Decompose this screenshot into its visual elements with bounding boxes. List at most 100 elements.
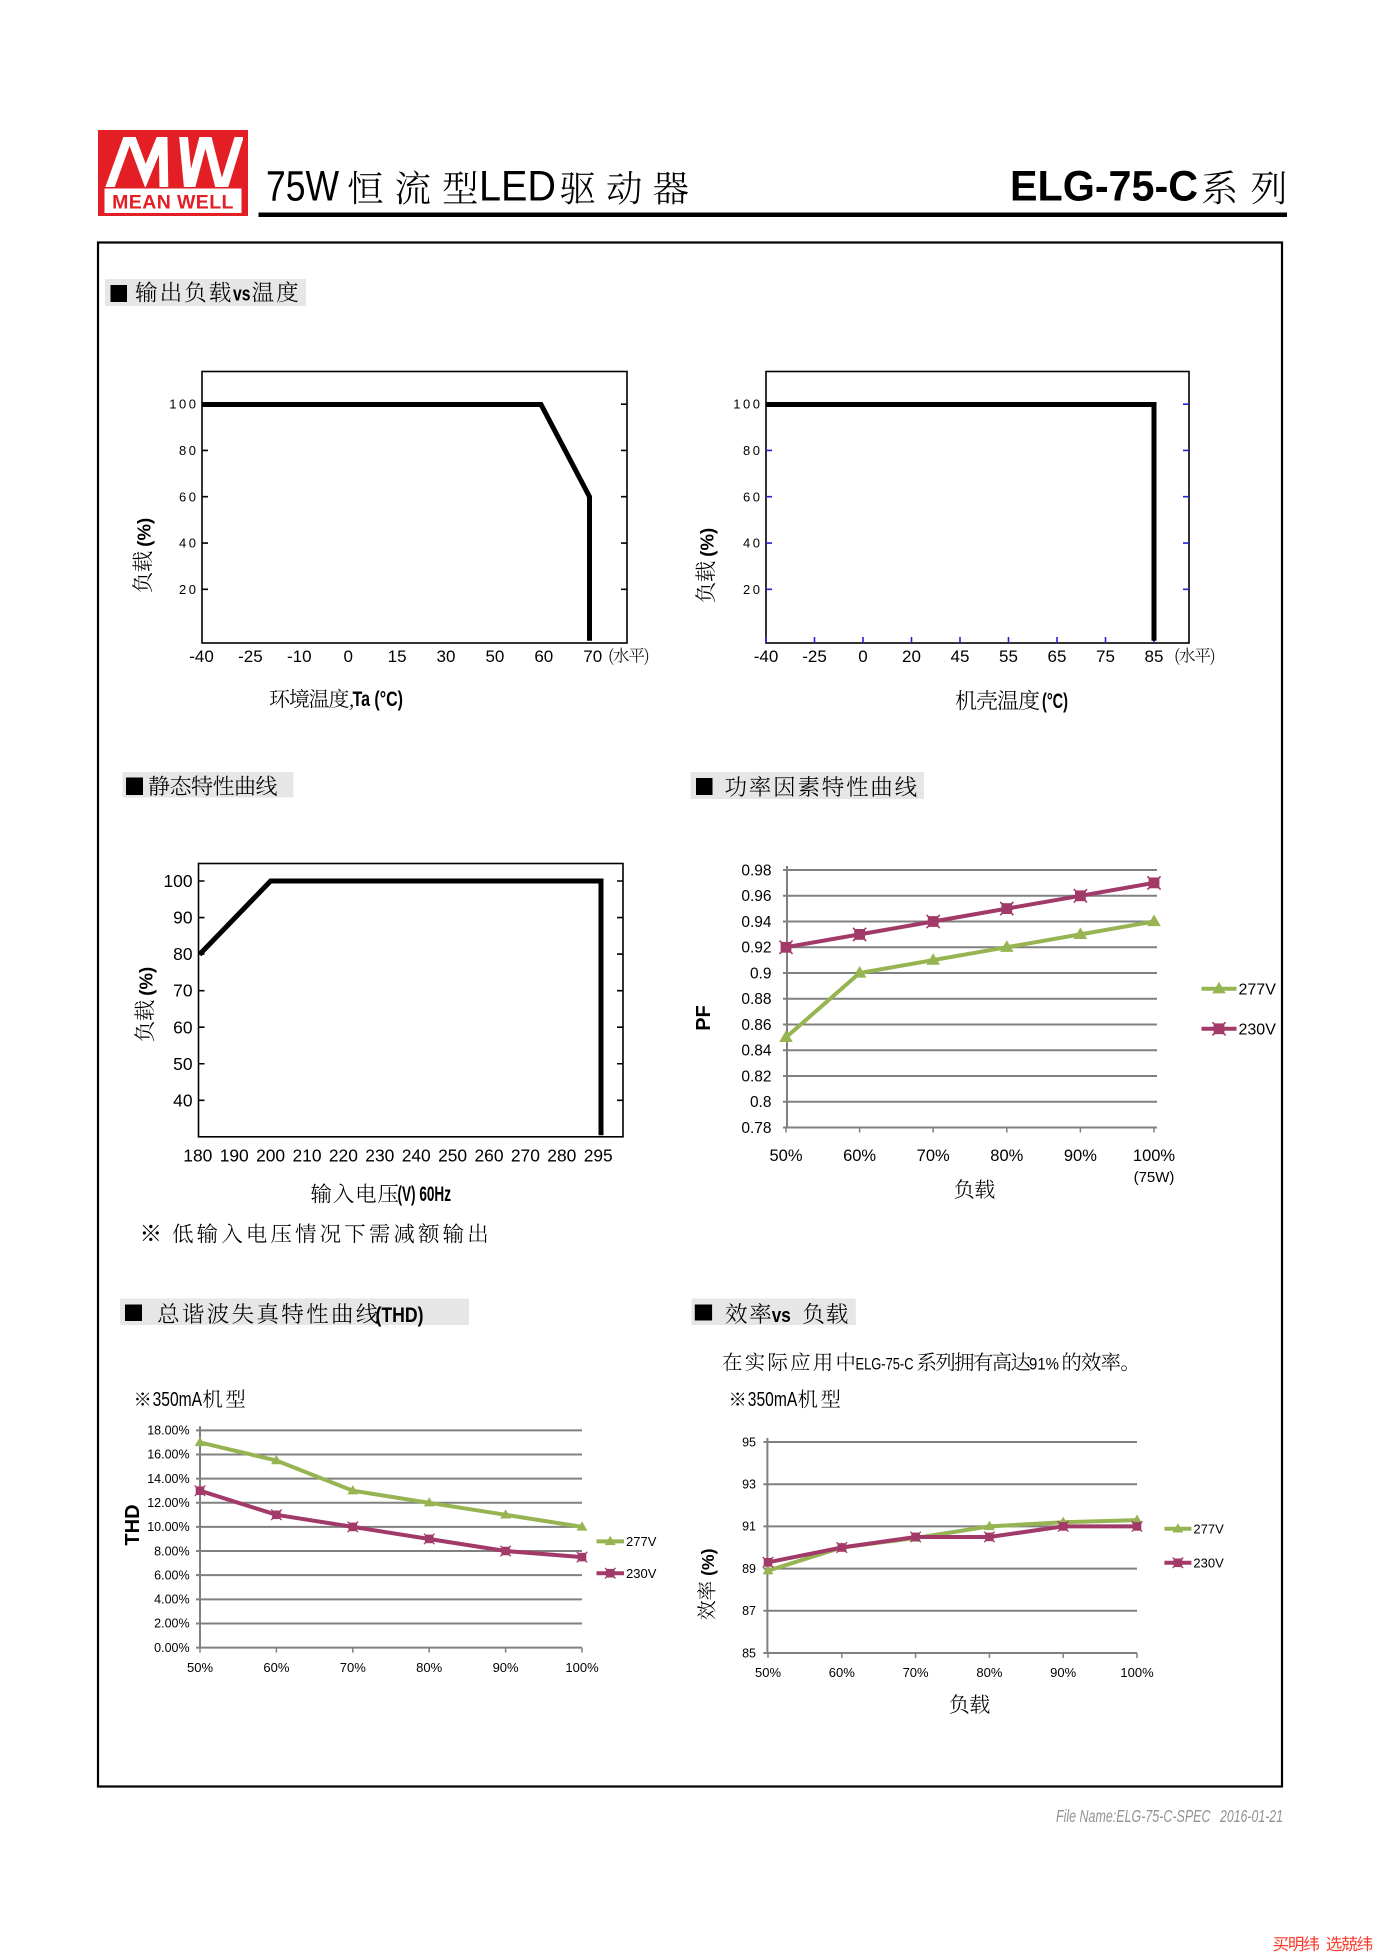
svg-text:80%: 80% (976, 1665, 1002, 1680)
svg-text:vs: vs (772, 1305, 791, 1327)
svg-text:100: 100 (169, 397, 198, 412)
svg-text:240: 240 (402, 1146, 431, 1166)
svg-text:80: 80 (173, 944, 192, 964)
svg-text:50%: 50% (769, 1147, 802, 1165)
svg-text:180: 180 (183, 1146, 212, 1166)
svg-text:vs: vs (233, 284, 251, 306)
svg-text:(°C): (°C) (1042, 689, 1068, 713)
svg-text:20: 20 (179, 582, 198, 597)
svg-text:20: 20 (902, 647, 921, 666)
svg-text:90%: 90% (1064, 1147, 1097, 1165)
svg-text:80: 80 (743, 443, 762, 458)
svg-text:PF: PF (693, 1005, 715, 1031)
svg-text:100%: 100% (1120, 1665, 1154, 1680)
svg-text:0.00%: 0.00% (154, 1641, 189, 1655)
svg-text:91%: 91% (1029, 1356, 1059, 1374)
svg-text:12.00%: 12.00% (147, 1496, 189, 1510)
svg-text:80: 80 (179, 443, 198, 458)
svg-text:14.00%: 14.00% (147, 1472, 189, 1486)
svg-text:100%: 100% (1133, 1147, 1176, 1165)
svg-text:350mA: 350mA (748, 1388, 798, 1411)
svg-text:ELG-75-C: ELG-75-C (1010, 163, 1198, 211)
svg-text:55: 55 (999, 647, 1018, 666)
svg-text:230V: 230V (626, 1566, 657, 1581)
svg-text:90%: 90% (1050, 1665, 1076, 1680)
svg-text:THD: THD (122, 1504, 144, 1545)
svg-text:-25: -25 (238, 647, 263, 666)
svg-text:75W: 75W (266, 163, 339, 211)
svg-text:60%: 60% (843, 1147, 876, 1165)
svg-text:60: 60 (179, 489, 198, 504)
svg-text:50: 50 (485, 647, 504, 666)
svg-text:85: 85 (742, 1646, 756, 1660)
svg-text:-40: -40 (189, 647, 214, 666)
svg-text:350mA: 350mA (153, 1388, 203, 1411)
svg-text:0.94: 0.94 (741, 914, 772, 931)
svg-text:90%: 90% (493, 1660, 519, 1675)
svg-text:270: 270 (511, 1146, 540, 1166)
svg-text:70%: 70% (340, 1660, 366, 1675)
svg-text:60: 60 (534, 647, 553, 666)
svg-text:20: 20 (743, 582, 762, 597)
svg-text:89: 89 (742, 1562, 756, 1576)
svg-text:0.84: 0.84 (741, 1043, 772, 1060)
svg-text:93: 93 (742, 1477, 756, 1491)
svg-text:0: 0 (858, 647, 867, 666)
svg-text:200: 200 (256, 1146, 285, 1166)
svg-text:87: 87 (742, 1604, 756, 1618)
svg-text:40: 40 (179, 536, 198, 551)
svg-text:0.92: 0.92 (741, 940, 771, 957)
svg-text:10.00%: 10.00% (147, 1520, 189, 1534)
svg-text:40: 40 (173, 1090, 192, 1110)
svg-text:-25: -25 (802, 647, 827, 666)
svg-text:230V: 230V (1239, 1022, 1277, 1039)
svg-text:91: 91 (742, 1520, 756, 1534)
svg-text:(%): (%) (133, 518, 154, 547)
svg-text:100: 100 (163, 871, 192, 891)
svg-text:0.82: 0.82 (741, 1068, 771, 1085)
svg-text:2016-01-21: 2016-01-21 (1219, 1806, 1283, 1826)
svg-text:90: 90 (173, 908, 192, 928)
svg-text:70%: 70% (903, 1665, 929, 1680)
svg-text:50%: 50% (187, 1660, 213, 1675)
svg-text:60%: 60% (829, 1665, 855, 1680)
svg-text:50%: 50% (755, 1665, 781, 1680)
svg-text:0.8: 0.8 (750, 1094, 772, 1111)
svg-text:230V: 230V (1193, 1555, 1224, 1570)
svg-text:230: 230 (365, 1146, 394, 1166)
svg-text:18.00%: 18.00% (147, 1424, 189, 1438)
svg-text:70: 70 (583, 647, 602, 666)
svg-text:45: 45 (951, 647, 970, 666)
svg-text:80%: 80% (416, 1660, 442, 1675)
svg-text:295: 295 (584, 1146, 613, 1166)
svg-text:-10: -10 (287, 647, 312, 666)
svg-text:85: 85 (1145, 647, 1164, 666)
svg-text:(THD): (THD) (376, 1303, 424, 1327)
svg-text:(%): (%) (135, 967, 156, 996)
svg-text:(%): (%) (696, 528, 717, 557)
svg-text:-40: -40 (754, 647, 779, 666)
svg-text:100: 100 (733, 397, 762, 412)
svg-text:75: 75 (1096, 647, 1115, 666)
svg-text:Ta (°C): Ta (°C) (353, 687, 404, 711)
svg-text:LED: LED (479, 163, 556, 211)
svg-text:16.00%: 16.00% (147, 1448, 189, 1462)
svg-text:File Name:ELG-75-C-SPEC: File Name:ELG-75-C-SPEC (1056, 1806, 1211, 1826)
svg-text:8.00%: 8.00% (154, 1544, 189, 1558)
svg-text:4.00%: 4.00% (154, 1593, 189, 1607)
svg-text:220: 220 (329, 1146, 358, 1166)
svg-text:70%: 70% (917, 1147, 950, 1165)
svg-text:0.98: 0.98 (741, 862, 771, 879)
svg-text:2.00%: 2.00% (154, 1617, 189, 1631)
svg-text:15: 15 (388, 647, 407, 666)
svg-text:60: 60 (743, 489, 762, 504)
svg-text:280: 280 (547, 1146, 576, 1166)
svg-text:260: 260 (474, 1146, 503, 1166)
svg-text:50: 50 (173, 1054, 192, 1074)
svg-text:0.78: 0.78 (741, 1120, 771, 1137)
svg-text:MEAN WELL: MEAN WELL (112, 192, 234, 214)
svg-text:(%): (%) (698, 1549, 718, 1576)
svg-text:0.86: 0.86 (741, 1017, 771, 1034)
svg-text:60%: 60% (263, 1660, 289, 1675)
svg-text:250: 250 (438, 1146, 467, 1166)
